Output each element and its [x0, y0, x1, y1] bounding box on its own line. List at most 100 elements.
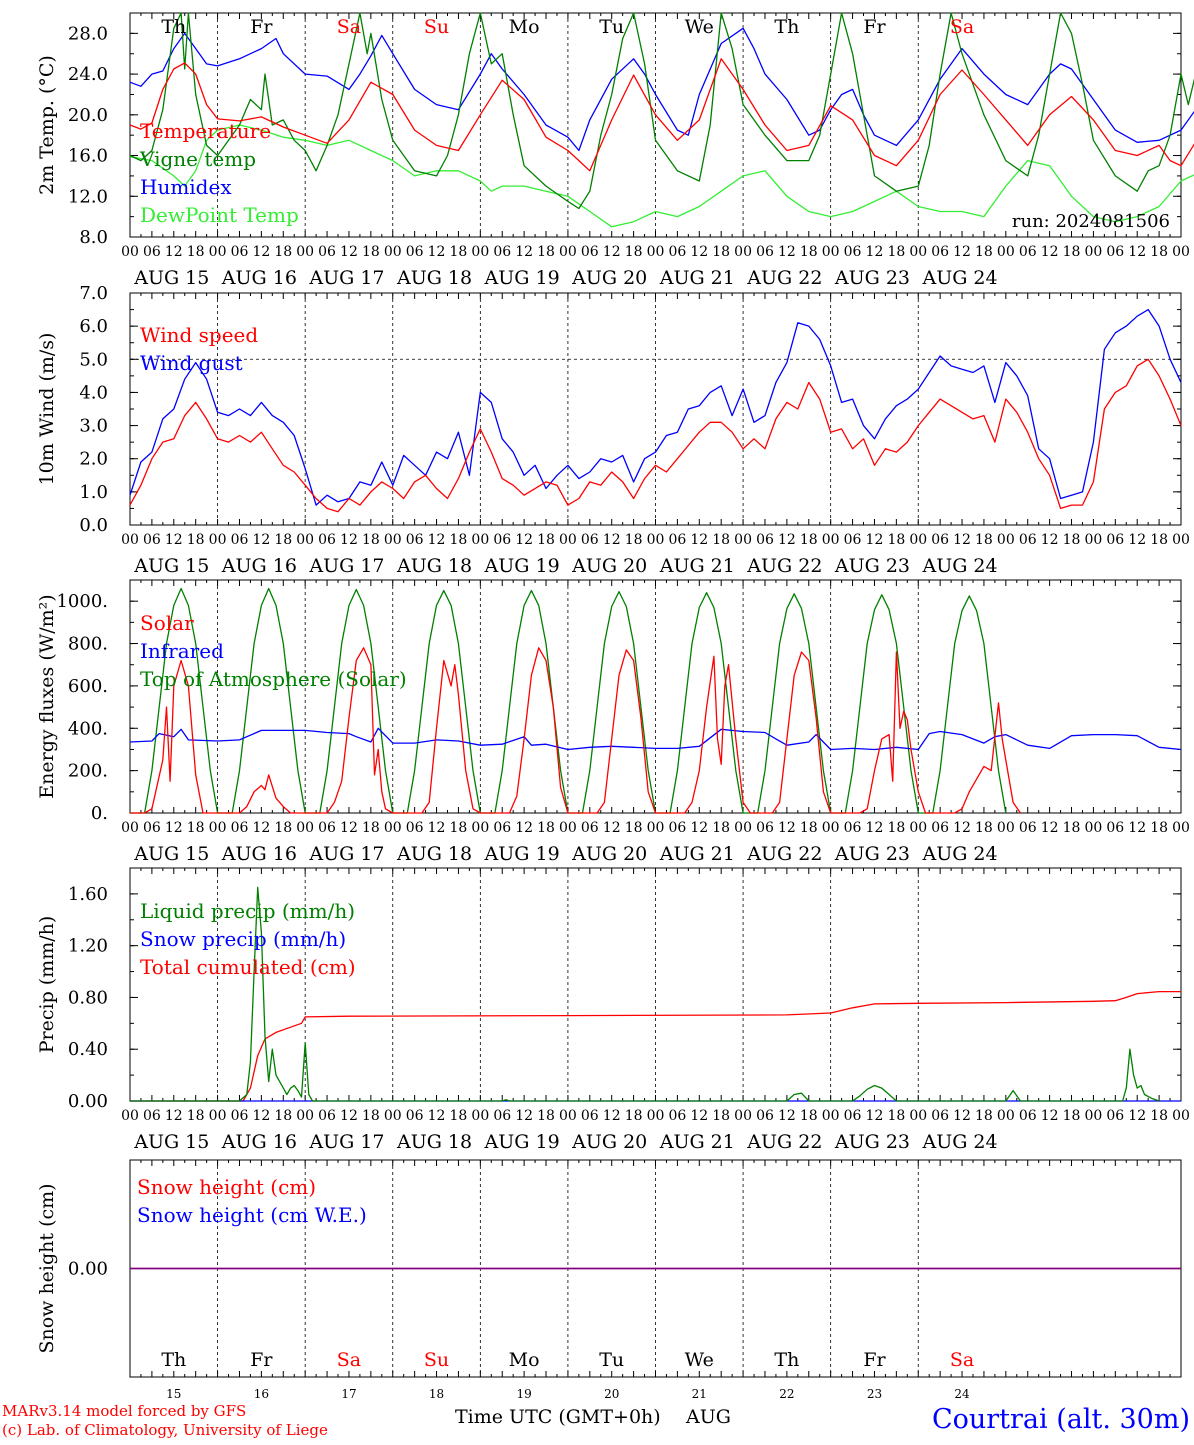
panel-energy: 0. 200. 400. 600. 800. 1000.Energy fluxes (W/… [36, 579, 1190, 865]
weekday-label: Fr [863, 1349, 886, 1371]
hour-label: 00 [296, 1108, 314, 1124]
hour-label: 18 [537, 532, 555, 548]
hour-label: 06 [756, 820, 774, 836]
hour-label: 06 [231, 820, 249, 836]
y-tick-label: 600. [68, 676, 108, 697]
day-number-label: 16 [254, 1387, 269, 1401]
hour-label: 00 [209, 244, 227, 260]
hour-label: 06 [318, 1108, 336, 1124]
hour-label: 18 [362, 532, 380, 548]
hour-label: 06 [1106, 532, 1124, 548]
hour-label: 18 [187, 244, 205, 260]
y-tick-label: 5.0 [79, 349, 108, 370]
hour-label: 00 [121, 244, 139, 260]
hour-label: 18 [712, 244, 730, 260]
hour-label: 00 [1172, 532, 1190, 548]
date-label: AUG 19 [484, 555, 560, 577]
day-number-label: 24 [954, 1387, 970, 1401]
hour-label: 12 [603, 244, 621, 260]
y-axis-label: Snow height (cm) [36, 1183, 58, 1353]
model-credit: MARv3.14 model forced by GFS [2, 1402, 246, 1420]
legend-entry: Snow precip (mm/h) [140, 927, 346, 951]
hour-label: 00 [822, 244, 840, 260]
hour-label: 06 [1019, 1108, 1037, 1124]
hour-label: 00 [1085, 1108, 1103, 1124]
hour-label: 18 [712, 532, 730, 548]
hour-label: 06 [493, 1108, 511, 1124]
y-tick-label: 16.0 [68, 146, 108, 167]
hour-label: 00 [296, 532, 314, 548]
hour-label: 12 [1128, 244, 1146, 260]
hour-label: 00 [384, 532, 402, 548]
date-label: AUG 21 [659, 1131, 735, 1153]
hour-label: 18 [1150, 1108, 1168, 1124]
hour-label: 12 [515, 1108, 533, 1124]
date-label: AUG 15 [133, 555, 209, 577]
weekday-label: Fr [250, 16, 273, 38]
hour-label: 12 [340, 532, 358, 548]
hour-label: 18 [712, 1108, 730, 1124]
hour-label: 12 [252, 244, 270, 260]
hour-label: 18 [800, 820, 818, 836]
y-tick-label: 6.0 [79, 316, 108, 337]
date-label: AUG 18 [396, 843, 472, 865]
weekday-label: Th [161, 16, 186, 38]
day-number-label: 18 [429, 1387, 444, 1401]
hour-label: 18 [625, 820, 643, 836]
hour-label: 18 [1150, 244, 1168, 260]
day-number-label: 20 [604, 1387, 619, 1401]
hour-label: 12 [428, 532, 446, 548]
hour-label: 06 [1019, 532, 1037, 548]
legend-entry: Liquid precip (mm/h) [140, 899, 355, 923]
hour-label: 00 [559, 1108, 577, 1124]
hour-label: 06 [756, 1108, 774, 1124]
hour-label: 06 [318, 244, 336, 260]
date-label: AUG 24 [921, 267, 997, 289]
y-tick-label: 1.0 [79, 482, 108, 503]
legend-entry: Snow height (cm W.E.) [137, 1203, 367, 1227]
hour-label: 06 [143, 532, 161, 548]
hour-label: 12 [1041, 1108, 1059, 1124]
weekday-label: Su [424, 1349, 449, 1371]
date-label: AUG 23 [834, 1131, 910, 1153]
hour-label: 06 [406, 244, 424, 260]
hour-label: 00 [296, 820, 314, 836]
hour-label: 12 [1041, 244, 1059, 260]
y-tick-label: 0.40 [68, 1039, 108, 1060]
hour-label: 12 [165, 532, 183, 548]
hour-label: 06 [668, 244, 686, 260]
hour-label: 12 [340, 244, 358, 260]
hour-label: 12 [778, 532, 796, 548]
hour-label: 00 [822, 1108, 840, 1124]
date-label: AUG 19 [484, 267, 560, 289]
date-label: AUG 21 [659, 267, 735, 289]
hour-label: 00 [1085, 532, 1103, 548]
date-label: AUG 16 [221, 1131, 297, 1153]
y-tick-label: 3.0 [79, 416, 108, 437]
hour-label: 18 [362, 820, 380, 836]
y-tick-label: 800. [68, 634, 108, 655]
legend-entry: Snow height (cm) [137, 1175, 316, 1199]
hour-label: 12 [866, 532, 884, 548]
day-number-label: 15 [166, 1387, 181, 1401]
hour-label: 00 [471, 1108, 489, 1124]
hour-label: 06 [406, 1108, 424, 1124]
hour-label: 12 [690, 532, 708, 548]
date-label: AUG 17 [308, 555, 384, 577]
legend-entry: DewPoint Temp [140, 203, 299, 227]
date-label: AUG 20 [571, 267, 647, 289]
weekday-label: We [685, 16, 714, 38]
hour-label: 12 [1128, 532, 1146, 548]
hour-label: 18 [537, 244, 555, 260]
date-label: AUG 16 [221, 267, 297, 289]
hour-label: 00 [121, 1108, 139, 1124]
hour-label: 12 [340, 1108, 358, 1124]
hour-label: 00 [647, 244, 665, 260]
hour-label: 12 [953, 532, 971, 548]
hour-label: 06 [931, 532, 949, 548]
hour-label: 00 [734, 244, 752, 260]
y-axis-label: 10m Wind (m/s) [36, 333, 58, 486]
hour-label: 12 [428, 820, 446, 836]
hour-label: 00 [471, 820, 489, 836]
